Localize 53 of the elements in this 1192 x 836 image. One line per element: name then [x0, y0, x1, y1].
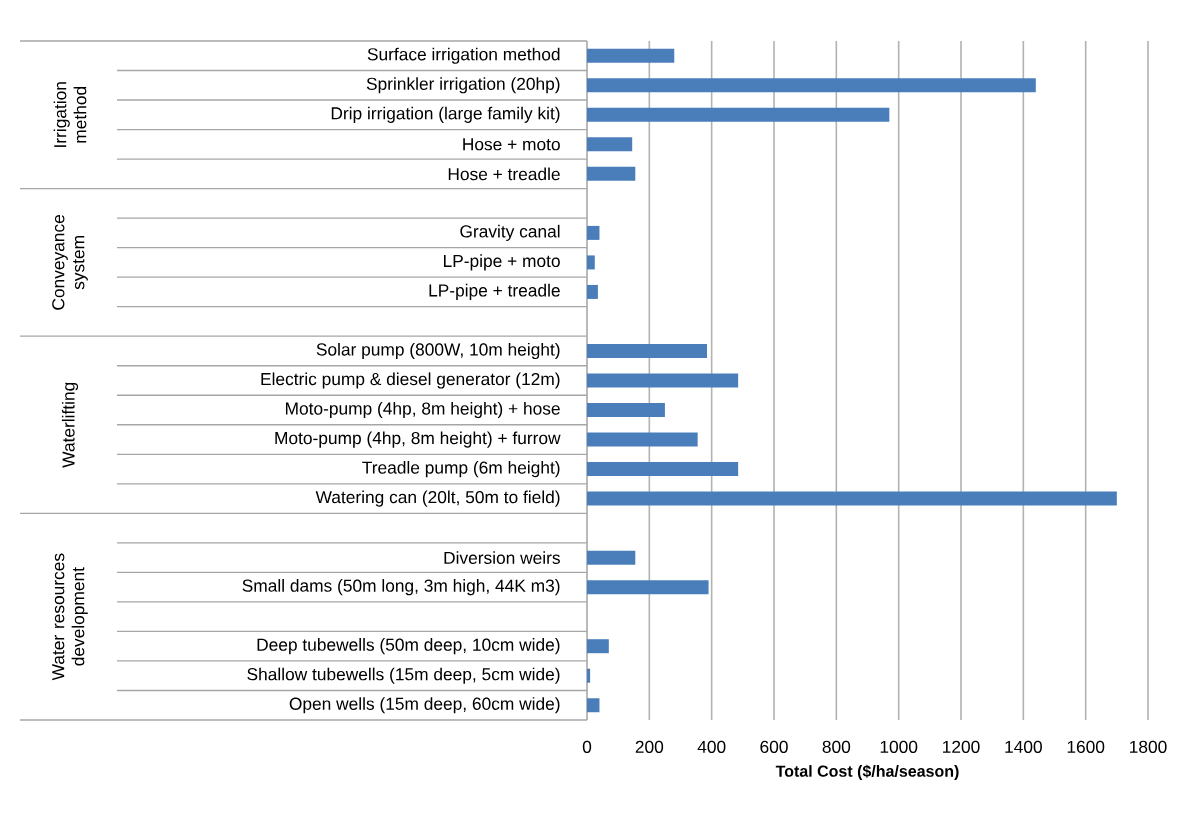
y-tick-label: Shallow tubewells (15m deep, 5cm wide) [247, 667, 560, 684]
text: Irrigation method [53, 82, 87, 147]
bar [587, 48, 675, 63]
y-tick-label: Watering can (20lt, 50m to field) [315, 490, 560, 507]
x-tick-label: 600 [760, 740, 788, 753]
x-tick-label: 1000 [880, 740, 918, 753]
y-tick-label: Surface irrigation method [367, 47, 560, 64]
x-tick-label: 1600 [1067, 740, 1105, 753]
bar [587, 107, 890, 122]
bar [587, 137, 633, 152]
y-tick-label: Electric pump & diesel generator (12m) [261, 372, 560, 389]
x-axis-title: Total Cost ($/ha/season) [775, 764, 959, 781]
x-tick-label: 0 [582, 740, 592, 753]
bar [587, 462, 739, 477]
x-tick-label: 1200 [943, 740, 980, 753]
y-tick-label: Diversion weirs [444, 551, 560, 564]
y-tick-label: Treadle pump (6m height) [362, 460, 560, 478]
bar [587, 225, 600, 240]
y-tick-label: Open wells (15m deep, 60cm wide) [289, 697, 560, 714]
y-tick-label: LP-pipe + treadle [429, 283, 560, 301]
bar [587, 166, 636, 181]
y-tick-label: Moto-pump (4hp, 8m height) + hose [285, 401, 560, 419]
y-tick-label: Moto-pump (4hp, 8m height) + furrow [275, 431, 561, 448]
y-tick-label: Deep tubewells (50m deep, 10cm wide) [257, 638, 560, 655]
bar [587, 403, 665, 418]
x-tick-label: 400 [697, 740, 726, 753]
y-tick-label: Small dams (50m long, 3m high, 44K m3) [242, 579, 560, 596]
bar [587, 639, 609, 654]
y-tick-label: Hose + moto [463, 138, 560, 151]
bar [587, 373, 739, 388]
bar [587, 491, 1117, 506]
y-tick-label: LP-pipe + moto [443, 254, 560, 271]
bar [587, 284, 598, 299]
text: Water resources development [52, 553, 88, 681]
bar [587, 550, 636, 565]
bar [587, 343, 707, 358]
x-tick-label: 1400 [1005, 740, 1042, 753]
y-tick-label: Sprinkler irrigation (20hp) [366, 77, 560, 94]
x-tick-label: 1800 [1130, 740, 1167, 753]
y-tick-label: Solar pump (800W, 10m height) [316, 342, 560, 360]
x-tick-label: 200 [635, 740, 664, 753]
x-tick-label: 800 [822, 740, 851, 753]
bar [587, 668, 591, 683]
bar [587, 432, 698, 447]
y-tick-label: Hose + treadle [448, 167, 560, 181]
y-tick-label: Drip irrigation (large family kit) [331, 106, 560, 123]
text: Waterlifting [61, 382, 79, 468]
bar [587, 580, 709, 595]
text: Conveyance system [52, 215, 88, 310]
bar [587, 255, 595, 270]
bar [587, 698, 600, 713]
bar [587, 78, 1036, 93]
y-tick-label: Gravity canal [460, 224, 560, 241]
